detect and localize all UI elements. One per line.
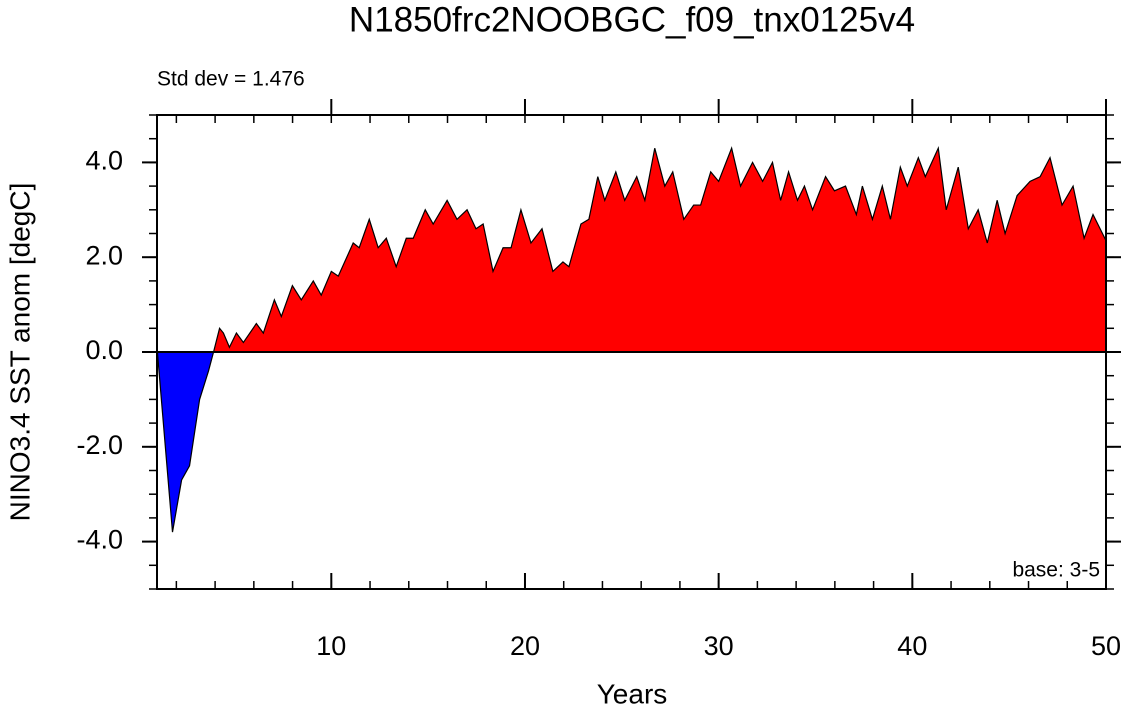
x-tick-label: 20 [510,631,540,661]
chart-title: N1850frc2NOOBGC_f09_tnx0125v4 [349,0,915,39]
base-annotation: base: 3-5 [1012,559,1100,582]
y-tick-label: 4.0 [85,146,123,176]
std-dev-annotation: Std dev = 1.476 [157,68,305,91]
positive-area [157,148,1106,352]
y-tick-label: 2.0 [85,240,123,270]
y-tick-label: -4.0 [76,525,123,555]
x-tick-label: 30 [704,631,734,661]
y-tick-label: -2.0 [76,430,123,460]
x-tick-label: 40 [897,631,927,661]
x-tick-label: 10 [316,631,346,661]
y-tick-label: 0.0 [85,335,123,365]
x-tick-label: 50 [1091,631,1121,661]
series-line [156,146,1107,533]
x-axis-label: Years [597,678,668,709]
y-axis-label: NINO3.4 SST anom [degC] [4,183,35,522]
